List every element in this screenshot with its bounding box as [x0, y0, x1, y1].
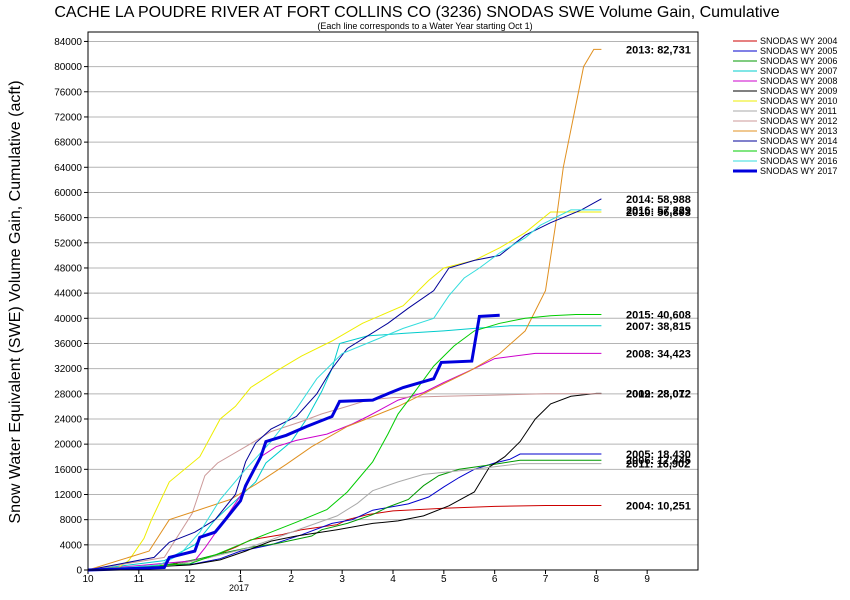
x-tick-label: 7 [543, 574, 549, 585]
x-tick-label: 8 [594, 574, 600, 585]
x-tick-label: 6 [492, 574, 498, 585]
y-tick-label: 44000 [54, 289, 82, 300]
legend-entry: SNODAS WY 2013 [760, 126, 837, 136]
series-line [87, 198, 602, 571]
y-tick-label: 60000 [54, 188, 82, 199]
legend-entry: SNODAS WY 2017 [760, 166, 837, 176]
y-tick-label: 0 [76, 566, 82, 577]
series-line [87, 211, 602, 571]
y-tick-labels: 0 4000 8000 12000 16000 20000 24000 28000 32000 3… [54, 37, 88, 577]
legend-entry: SNODAS WY 2007 [760, 66, 837, 76]
legend-entry: SNODAS WY 2008 [760, 76, 837, 86]
legend-entry: SNODAS WY 2006 [760, 56, 837, 66]
y-axis-label: Snow Water Equivalent (SWE) Volume Gain,… [7, 80, 24, 523]
y-tick-label: 40000 [54, 314, 82, 325]
series-end-label: 2011: 16,902 [626, 459, 690, 471]
y-tick-label: 4000 [60, 540, 83, 551]
legend-entry: SNODAS WY 2016 [760, 156, 837, 166]
x-tick-label: 1 [238, 574, 244, 585]
x-tick-label: 9 [644, 574, 650, 585]
series-end-label: 2004: 10,251 [626, 500, 691, 512]
series-line [87, 453, 602, 571]
y-tick-label: 36000 [54, 339, 82, 350]
x-tick-label: 2 [289, 574, 295, 585]
series-line [87, 459, 602, 571]
series-end-label: 2016: 57,229 [626, 205, 691, 217]
series-line [87, 325, 602, 571]
series-end-label: 2014: 58,988 [626, 194, 691, 206]
series-line [87, 392, 602, 571]
legend-entry: SNODAS WY 2012 [760, 116, 837, 126]
x-tick-labels: 10 11 12 1 2 3 4 5 6 7 8 9 [82, 570, 650, 585]
year-label: 2017 [229, 583, 249, 593]
series-line [87, 352, 602, 571]
y-tick-label: 16000 [54, 465, 82, 476]
series-line [87, 313, 500, 572]
legend-entry: SNODAS WY 2011 [760, 106, 837, 116]
series-end-label: 2013: 82,731 [626, 44, 691, 56]
y-tick-label: 80000 [54, 62, 82, 73]
series-lines [87, 48, 602, 572]
series-end-label: 2006: 17,445 [626, 455, 691, 467]
legend-entry: SNODAS WY 2004 [760, 36, 837, 46]
series-end-label: 2012: 28,012 [626, 389, 691, 401]
y-tick-label: 48000 [54, 263, 82, 274]
y-tick-label: 32000 [54, 364, 82, 375]
series-line [87, 463, 602, 571]
chart-subtitle: (Each line corresponds to a Water Year s… [317, 21, 532, 31]
x-tick-label: 5 [441, 574, 447, 585]
x-tick-label: 12 [184, 574, 196, 585]
legend-entry: SNODAS WY 2010 [760, 96, 837, 106]
x-tick-label: 4 [390, 574, 396, 585]
y-tick-label: 64000 [54, 163, 82, 174]
series-end-label: 2008: 34,423 [626, 348, 691, 360]
y-tick-label: 28000 [54, 389, 82, 400]
series-end-label: 2009: 28,072 [626, 388, 691, 400]
y-tick-label: 20000 [54, 440, 82, 451]
chart-title: CACHE LA POUDRE RIVER AT FORT COLLINS CO… [54, 4, 779, 21]
series-line [87, 314, 602, 571]
legend-entry: SNODAS WY 2015 [760, 146, 837, 156]
series-end-label: 2010: 56,893 [626, 207, 691, 219]
y-tick-label: 52000 [54, 238, 82, 249]
y-tick-label: 56000 [54, 213, 82, 224]
series-line [87, 393, 602, 571]
series-line [87, 48, 602, 571]
x-tick-label: 11 [134, 574, 145, 585]
y-tick-label: 72000 [54, 112, 82, 123]
legend-entry: SNODAS WY 2014 [760, 136, 837, 146]
y-tick-label: 84000 [54, 37, 82, 48]
y-tick-label: 68000 [54, 138, 82, 149]
x-tick-label: 10 [82, 574, 94, 585]
series-line [87, 209, 602, 571]
plot-frame [87, 31, 699, 571]
grid-lines [88, 40, 698, 571]
y-tick-label: 12000 [54, 490, 82, 501]
y-tick-label: 76000 [54, 87, 82, 98]
y-tick-label: 24000 [54, 414, 82, 425]
y-tick-label: 8000 [60, 515, 83, 526]
legend-entry: SNODAS WY 2009 [760, 86, 837, 96]
series-end-label: 2005: 18,430 [626, 449, 691, 461]
legend-entry: SNODAS WY 2005 [760, 46, 837, 56]
series-end-label: 2007: 38,815 [626, 321, 691, 333]
x-tick-label: 3 [339, 574, 345, 585]
series-end-label: 2015: 40,608 [626, 309, 691, 321]
